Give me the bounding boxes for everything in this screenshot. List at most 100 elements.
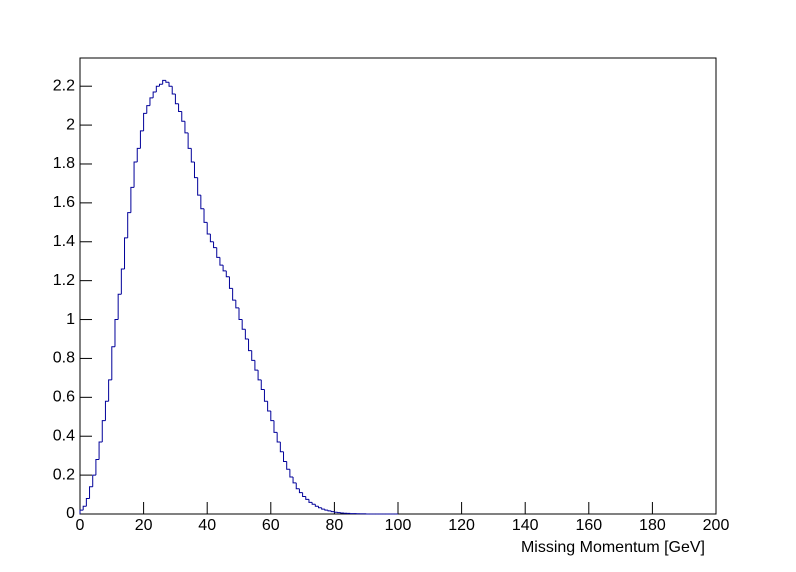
- histogram-bin: [184, 121, 189, 134]
- histogram-bin: [139, 130, 144, 149]
- histogram-bin: [111, 346, 115, 380]
- histogram-bin: [124, 237, 128, 269]
- histogram-bin: [95, 459, 100, 476]
- histogram-bin: [219, 257, 224, 266]
- histogram-bin: [298, 488, 303, 494]
- y-tick-label: 1.6: [53, 194, 75, 211]
- histogram-bin: [330, 510, 335, 513]
- histogram-bin: [289, 469, 294, 478]
- histogram-bin: [209, 233, 214, 243]
- histogram-bin: [187, 132, 192, 149]
- x-tick-label: 120: [448, 517, 475, 534]
- x-tick-label: 160: [575, 517, 602, 534]
- histogram-bin: [295, 482, 300, 490]
- histogram-bin: [181, 111, 185, 122]
- histogram-bin: [305, 496, 309, 500]
- histogram-bin: [133, 161, 138, 188]
- histogram-bin: [159, 83, 163, 87]
- histogram-bin: [333, 511, 338, 513]
- x-tick-label: 200: [703, 517, 730, 534]
- histogram-bin: [108, 379, 112, 402]
- histogram-bin: [168, 82, 173, 87]
- x-tick-label: 180: [639, 517, 666, 534]
- histogram-bin: [318, 506, 322, 509]
- histogram-bin: [82, 505, 87, 511]
- histogram-bin: [193, 162, 198, 179]
- histogram-bin: [136, 147, 141, 163]
- histogram-bin: [283, 451, 287, 462]
- histogram-bin: [270, 410, 274, 422]
- histogram-bin: [279, 442, 284, 453]
- histogram-bin: [149, 97, 154, 106]
- y-tick-label: 0.6: [53, 389, 75, 406]
- histogram-bin: [92, 474, 96, 487]
- histogram-bin: [216, 247, 220, 258]
- histogram-bin: [197, 177, 201, 196]
- histogram-bin: [114, 319, 119, 347]
- histogram-bin: [324, 509, 329, 511]
- histogram-bin: [248, 338, 252, 352]
- histogram-bin: [232, 288, 236, 301]
- histogram-bin: [143, 112, 147, 131]
- histogram-bin: [267, 401, 271, 412]
- histogram-bin: [101, 420, 106, 443]
- histogram-bin: [203, 208, 208, 223]
- histogram-bin: [98, 441, 103, 460]
- histogram-bin: [79, 509, 84, 514]
- histogram-bin: [308, 499, 313, 503]
- x-tick-label: 60: [262, 517, 280, 534]
- x-tick-label: 20: [135, 517, 153, 534]
- histogram-bin: [260, 379, 265, 391]
- y-tick-label: 2.2: [53, 77, 75, 94]
- y-tick-label: 0.4: [53, 427, 75, 444]
- histogram-bin: [244, 329, 249, 340]
- y-tick-label: 1: [66, 311, 75, 328]
- histogram-bin: [174, 93, 179, 105]
- x-tick-label: 0: [76, 517, 85, 534]
- x-tick-label: 80: [326, 517, 344, 534]
- histogram-bin: [241, 319, 246, 330]
- histogram-bin: [89, 486, 93, 499]
- histogram-bin: [104, 400, 109, 421]
- histogram-bin: [165, 80, 170, 83]
- histogram-bin: [162, 79, 166, 85]
- histogram-bin: [327, 510, 332, 512]
- histogram-bin: [321, 507, 325, 510]
- x-tick-label: 100: [385, 517, 412, 534]
- histogram-bin: [127, 212, 131, 238]
- histogram-bin: [190, 148, 195, 163]
- histogram-bin: [311, 502, 316, 505]
- histogram-bin: [254, 360, 259, 371]
- histogram-bin: [152, 91, 157, 98]
- y-tick-label: 0.8: [53, 350, 75, 367]
- histogram-bin: [263, 389, 268, 402]
- histogram-bin: [235, 300, 239, 309]
- x-tick-label: 40: [198, 517, 216, 534]
- histogram-bin: [85, 497, 90, 507]
- histogram-bin: [200, 195, 205, 210]
- histogram-bin: [286, 461, 290, 470]
- y-tick-label: 2: [66, 116, 75, 133]
- histogram-bin: [178, 103, 182, 112]
- y-tick-label: 0.2: [53, 466, 75, 483]
- histogram-bin: [225, 270, 230, 278]
- histogram-bin: [130, 186, 135, 213]
- histogram-bin: [257, 370, 262, 381]
- y-tick-label: 1.8: [53, 155, 75, 172]
- x-tick-label: 140: [512, 517, 539, 534]
- histogram-bin: [292, 477, 297, 484]
- y-tick-label: 1.2: [53, 272, 75, 289]
- histogram-bin: [155, 85, 160, 93]
- y-tick-label: 1.4: [53, 233, 75, 250]
- histogram-bin: [302, 492, 306, 497]
- histogram-bin: [117, 293, 122, 320]
- histogram-bin: [171, 86, 176, 95]
- histogram-bin: [273, 420, 278, 433]
- histogram-bin: [228, 276, 233, 289]
- histogram-bin: [238, 307, 243, 321]
- histogram-bin: [120, 268, 125, 295]
- y-tick-label: 0: [66, 505, 75, 522]
- histogram-bin: [276, 432, 281, 443]
